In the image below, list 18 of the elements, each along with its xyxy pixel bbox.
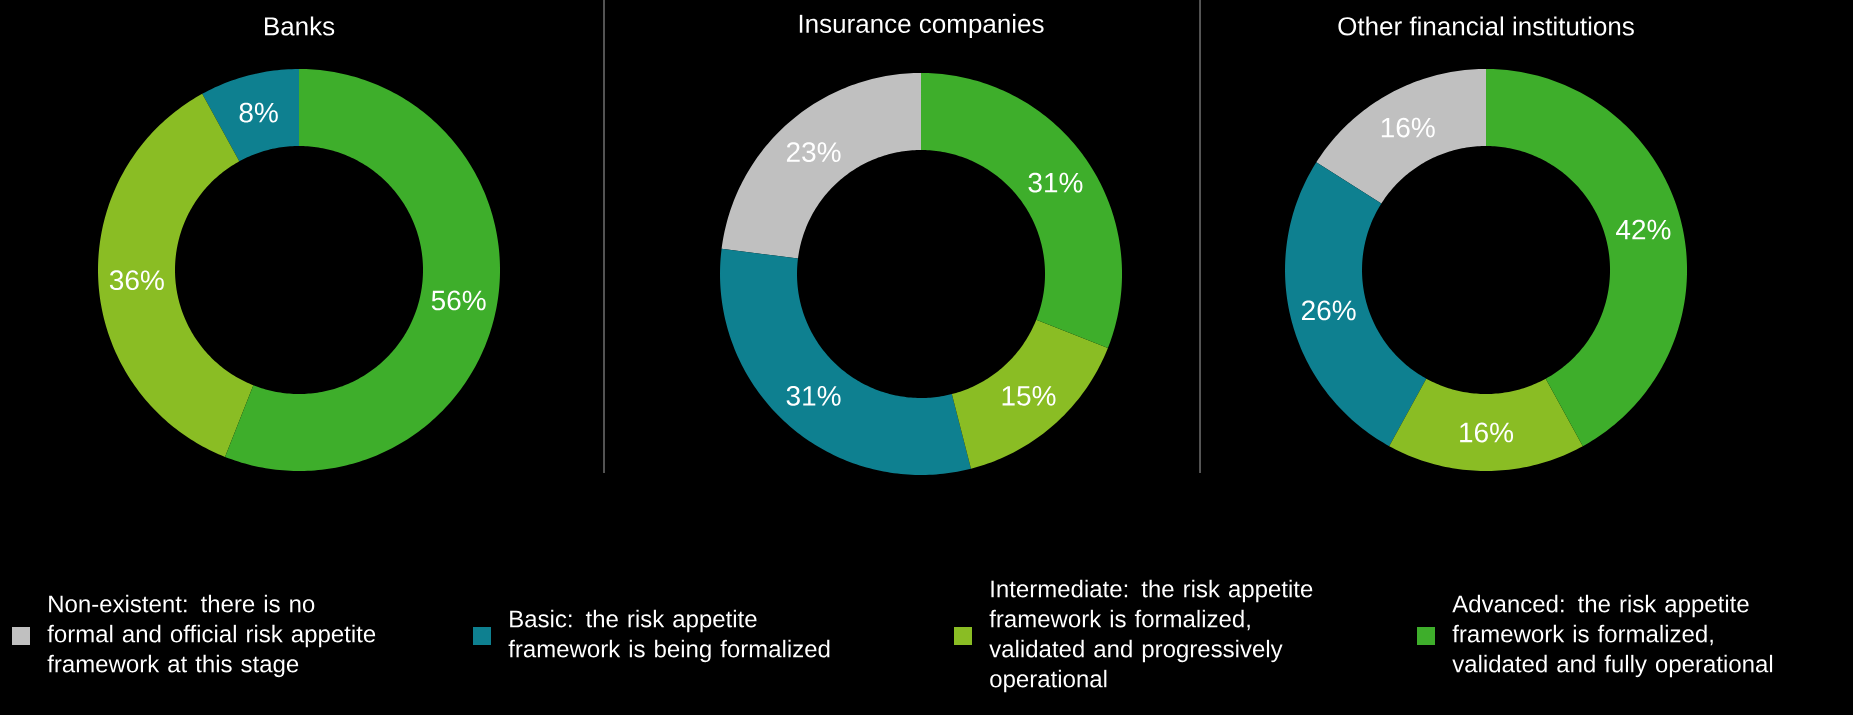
data-label: 15% [1002, 386, 1056, 406]
legend-label: Advanced: the risk appetite framework is formalized, validated and fully operational [1452, 594, 1773, 678]
chart-title: Other financial institutions [1338, 16, 1634, 36]
data-label: 8% [239, 102, 278, 123]
data-label: 31% [1028, 172, 1083, 193]
legend-label: Intermediate: the risk appetite framework is formalized, validated and progressively operational [989, 579, 1313, 693]
data-label: 16% [1460, 422, 1514, 443]
legend-label: Basic: the risk appetite framework is being formalized [508, 609, 830, 663]
data-label: 16% [1381, 117, 1435, 138]
data-label: 23% [786, 142, 841, 163]
data-label: 56% [431, 290, 486, 311]
data-label: 26% [1302, 300, 1356, 321]
data-label: 31% [786, 385, 841, 406]
data-label: 42% [1616, 219, 1671, 240]
legend-label: Non-existent: there is no formal and official risk appetite framework at this stage [47, 594, 376, 678]
data-label: 36% [109, 270, 164, 291]
chart-title: Insurance companies [799, 13, 1044, 39]
chart-title: Banks [265, 16, 335, 36]
